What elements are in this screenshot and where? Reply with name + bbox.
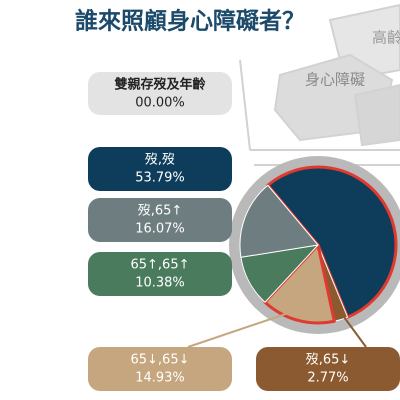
pie-slice — [263, 243, 336, 325]
category-label: 歿,歿 — [145, 153, 175, 168]
pie-slice — [266, 165, 398, 319]
category-label: 65↓,65↓ — [130, 353, 189, 368]
leader-line — [336, 307, 367, 348]
category-label: 歿,65↑ — [138, 204, 183, 219]
value-label: 2.77% — [307, 371, 348, 386]
category-label: 65↑,65↑ — [130, 258, 189, 273]
pie — [239, 165, 398, 325]
illustration-label: 高齡 — [372, 29, 400, 47]
illustration-label: 身心障礙 — [305, 71, 365, 89]
leader-line — [187, 307, 301, 348]
summary-box — [88, 72, 232, 115]
label-box — [88, 147, 232, 191]
label-box — [88, 347, 232, 391]
label-box — [88, 198, 232, 242]
value-label: 14.93% — [135, 371, 185, 386]
label-box — [88, 252, 232, 296]
label-box — [256, 347, 400, 391]
chart-title: 誰來照顧身心障礙者？ — [75, 8, 305, 35]
value-label: 10.38% — [135, 276, 185, 291]
value-label: 53.79% — [135, 171, 185, 186]
category-label: 歿,65↓ — [306, 353, 351, 368]
value-label: 16.07% — [135, 222, 185, 237]
summary-label: 雙親存歿及年齡 — [114, 77, 205, 93]
summary-value: 00.00% — [135, 96, 185, 111]
labels: 歿,歿 53.79% 歿,65↓ 2.77% 65↓,65↓ 14.93% 65↑,65↑ 1… — [88, 147, 400, 391]
pie-slice — [239, 184, 319, 258]
